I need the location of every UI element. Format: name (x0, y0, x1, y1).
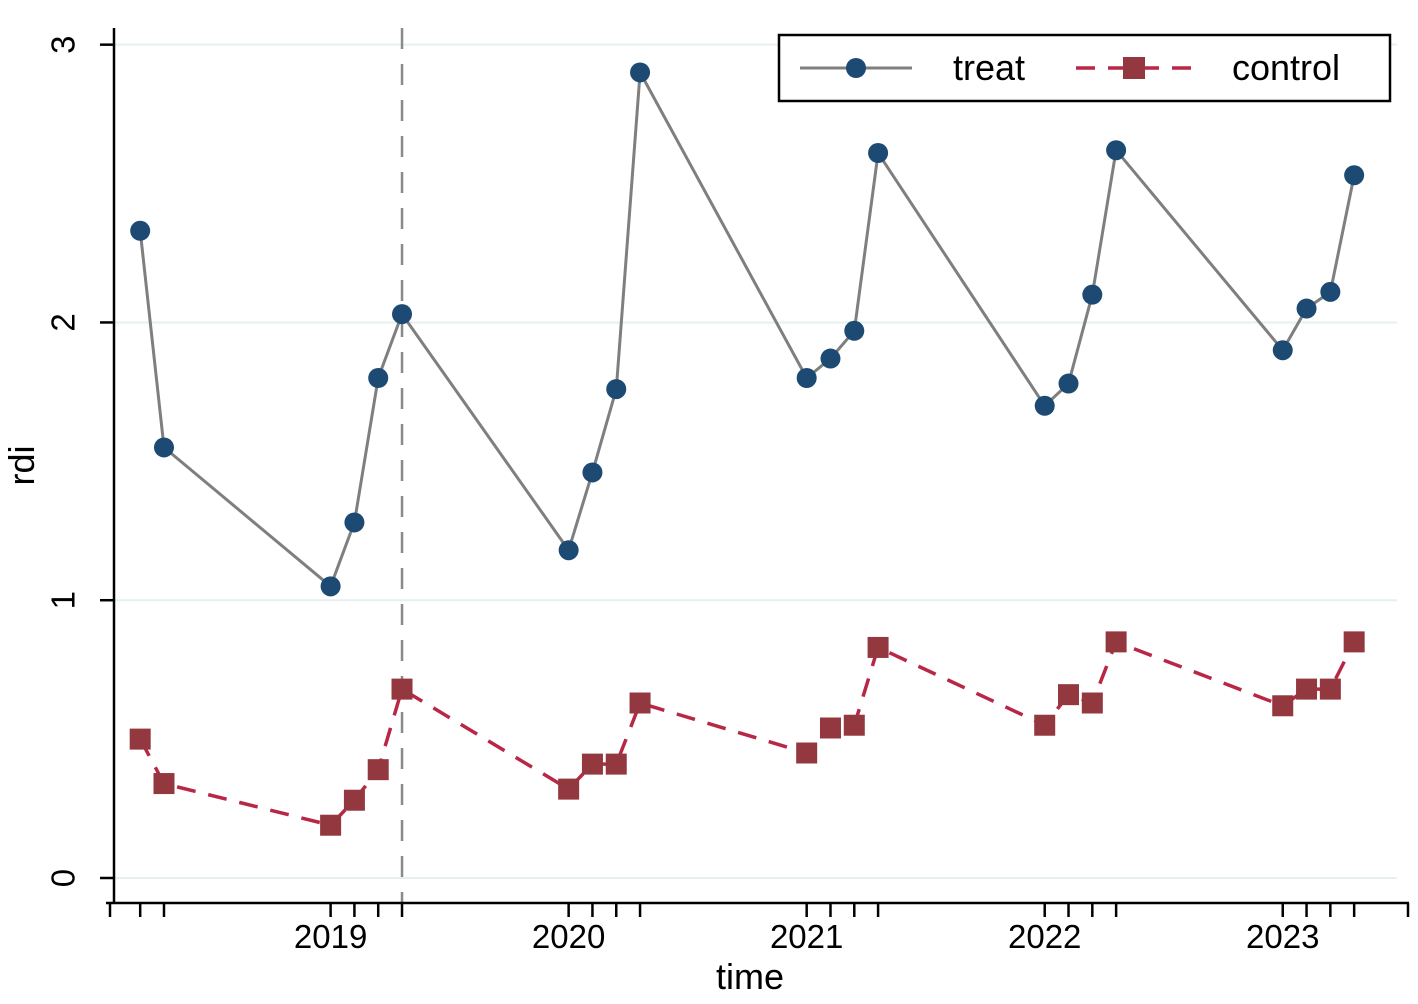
control-marker (153, 773, 175, 795)
y-tick-label: 0 (45, 869, 82, 887)
treat-marker (844, 320, 865, 341)
legend-control-marker (1123, 57, 1145, 79)
control-marker (796, 742, 818, 764)
treat-marker (1058, 373, 1079, 394)
treat-marker (1034, 395, 1055, 416)
x-tick-label-2020: 2020 (532, 918, 605, 955)
x-tick-label-2019: 2019 (294, 918, 367, 955)
legend-control-label: control (1232, 47, 1340, 88)
treat-marker (153, 437, 174, 458)
control-marker (558, 778, 580, 800)
legend-treat-marker (846, 58, 866, 78)
treat-marker (820, 348, 841, 369)
treat-marker (630, 62, 651, 83)
treat-marker (1106, 140, 1127, 161)
x-tick-label-2022: 2022 (1008, 918, 1081, 955)
treat-marker (320, 576, 341, 597)
treat-marker (582, 462, 603, 483)
treat-marker (130, 220, 151, 241)
treat-marker (1272, 340, 1293, 361)
control-marker (629, 692, 651, 714)
treat-marker (868, 143, 889, 163)
control-marker (1081, 692, 1103, 714)
y-axis-title: rdi (1, 445, 42, 485)
treat-marker (1344, 165, 1365, 186)
y-tick-label: 2 (45, 313, 82, 331)
control-marker (343, 789, 365, 811)
control-marker (129, 728, 151, 750)
control-marker (1343, 631, 1365, 653)
x-tick-label-2023: 2023 (1246, 918, 1319, 955)
treat-marker (796, 368, 817, 388)
control-marker (320, 814, 342, 836)
treat-marker (606, 379, 627, 400)
control-marker (843, 714, 865, 736)
control-marker (605, 753, 627, 775)
control-marker (1034, 714, 1056, 736)
control-marker (1105, 631, 1127, 653)
treat-line (138, 70, 1356, 588)
treat-marker (392, 304, 413, 325)
control-marker (391, 678, 413, 700)
treat-marker (344, 512, 365, 533)
treat-marker (1296, 298, 1317, 319)
treat-marker (1320, 281, 1341, 302)
control-marker (1319, 678, 1341, 700)
treat-marker (558, 540, 579, 561)
x-tick-label-2021: 2021 (770, 918, 843, 955)
x-axis-title: time (716, 956, 784, 997)
control-marker (867, 636, 889, 658)
treat-marker (368, 368, 389, 388)
control-marker (1272, 695, 1294, 717)
control-marker (819, 717, 841, 739)
control-marker (367, 759, 389, 781)
control-line (138, 640, 1356, 827)
control-marker (1296, 678, 1318, 700)
y-tick-label: 3 (45, 35, 82, 53)
control-marker (581, 753, 603, 775)
legend-treat-label: treat (953, 47, 1025, 88)
y-tick-label: 1 (45, 591, 82, 609)
control-marker (1058, 684, 1080, 706)
treat-marker (1082, 284, 1103, 305)
